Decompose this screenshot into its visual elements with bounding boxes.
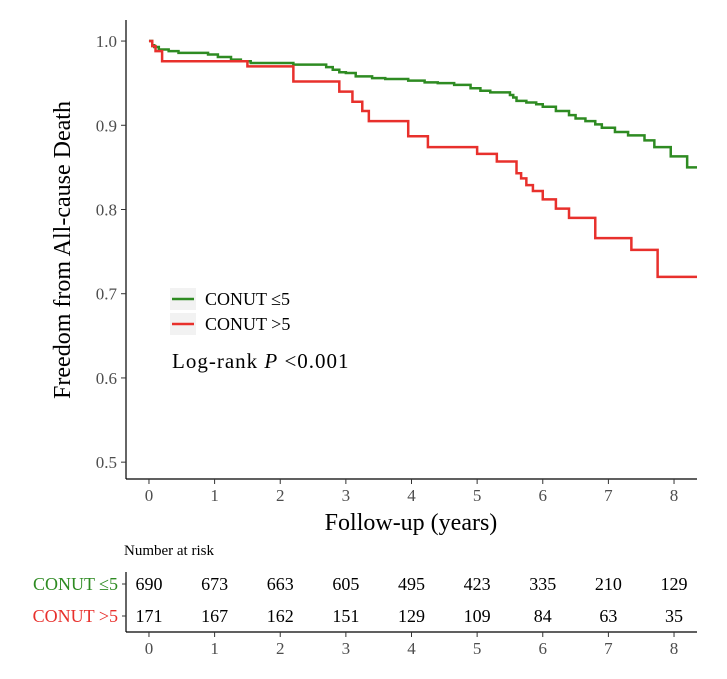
risk-x-tick-label: 7 (604, 639, 613, 658)
risk-table: CONUT ≤5 690 673 663 605 495 423 335 210 129CONUT… (33, 574, 688, 658)
risk-count-cell: 35 (665, 606, 683, 626)
risk-row-label-conut-low: CONUT ≤5 (33, 574, 118, 594)
x-tick-label: 2 (276, 486, 285, 505)
x-tick-label: 6 (539, 486, 548, 505)
risk-count-cell: 167 (201, 606, 228, 626)
survival-curves (148, 39, 697, 279)
risk-count-cell: 423 (464, 574, 491, 594)
x-tick-label: 0 (145, 486, 154, 505)
y-tick-label: 0.8 (96, 200, 117, 219)
risk-count-cell: 663 (267, 574, 294, 594)
x-tick-label: 5 (473, 486, 482, 505)
risk-count-cell: 335 (529, 574, 556, 594)
y-tick-label: 1.0 (96, 32, 117, 51)
y-axis-title: Freedom from All-cause Death (50, 101, 76, 399)
log-rank-prefix: Log-rank (172, 349, 264, 373)
x-ticks: 0 1 2 3 4 5 6 7 8 (145, 479, 679, 505)
x-tick-label: 3 (342, 486, 351, 505)
legend: CONUT ≤5 CONUT >5 (170, 288, 290, 335)
log-rank-p-symbol: P (263, 349, 278, 373)
risk-count-cell: 162 (267, 606, 294, 626)
x-tick-label: 1 (210, 486, 219, 505)
risk-count-cell: 129 (661, 574, 688, 594)
risk-count-cell: 151 (332, 606, 359, 626)
risk-x-tick-label: 4 (407, 639, 416, 658)
y-ticks: 0.5 0.6 0.7 0.8 0.9 1.0 (96, 32, 126, 472)
risk-count-cell: 605 (332, 574, 359, 594)
legend-label-conut-high: CONUT >5 (205, 314, 290, 334)
risk-count-cell: 495 (398, 574, 425, 594)
risk-count-cell: 673 (201, 574, 228, 594)
risk-table-title: Number at risk (124, 543, 214, 559)
x-tick-label: 4 (407, 486, 416, 505)
risk-x-tick-label: 0 (145, 639, 154, 658)
km-curve-conut-high (148, 39, 697, 279)
risk-x-tick-label: 2 (276, 639, 285, 658)
risk-x-tick-label: 1 (210, 639, 219, 658)
risk-x-tick-label: 8 (670, 639, 679, 658)
risk-row-label-conut-high: CONUT >5 (33, 606, 118, 626)
y-tick-label: 0.5 (96, 453, 117, 472)
y-tick-label: 0.9 (96, 116, 117, 135)
log-rank-annotation: Log-rank P <0.001 (172, 349, 350, 373)
x-axis-title: Follow-up (years) (325, 510, 498, 536)
risk-count-cell: 129 (398, 606, 425, 626)
risk-count-cell: 171 (135, 606, 162, 626)
y-tick-label: 0.6 (96, 369, 117, 388)
legend-label-conut-low: CONUT ≤5 (205, 289, 290, 309)
risk-x-tick-label: 5 (473, 639, 482, 658)
risk-x-tick-label: 3 (342, 639, 351, 658)
x-tick-label: 7 (604, 486, 613, 505)
risk-count-cell: 210 (595, 574, 622, 594)
risk-count-cell: 690 (135, 574, 162, 594)
km-curve-conut-low (148, 39, 697, 169)
risk-count-cell: 63 (599, 606, 617, 626)
risk-count-cell: 109 (464, 606, 491, 626)
x-tick-label: 8 (670, 486, 679, 505)
risk-x-tick-label: 6 (539, 639, 548, 658)
log-rank-value: <0.001 (278, 349, 349, 373)
risk-count-cell: 84 (534, 606, 552, 626)
y-tick-label: 0.7 (96, 285, 118, 304)
